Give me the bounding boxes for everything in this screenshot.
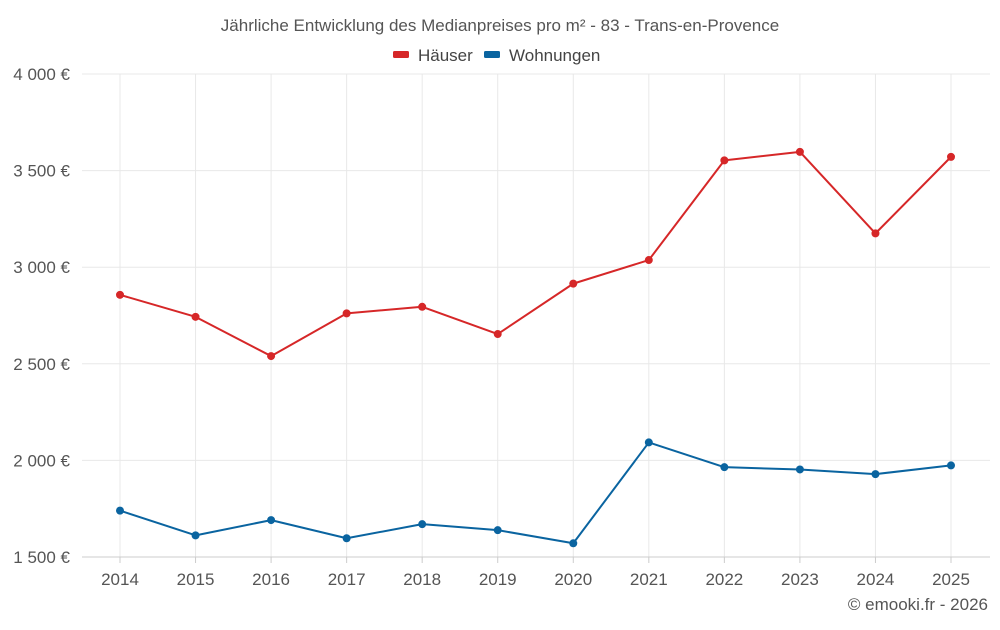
- x-tick-label: 2018: [403, 570, 441, 589]
- data-point[interactable]: [795, 147, 804, 156]
- data-point[interactable]: [267, 352, 276, 361]
- data-point[interactable]: [493, 526, 502, 535]
- grid: [82, 73, 990, 558]
- x-tick-label: 2016: [252, 570, 290, 589]
- data-point[interactable]: [871, 470, 880, 479]
- data-point[interactable]: [871, 229, 880, 238]
- y-tick-label: 3 000 €: [13, 258, 70, 277]
- data-point[interactable]: [720, 463, 729, 472]
- x-tick-label: 2021: [630, 570, 668, 589]
- x-tick-label: 2019: [479, 570, 517, 589]
- data-point[interactable]: [116, 506, 124, 515]
- data-point[interactable]: [644, 438, 653, 447]
- y-tick-label: 3 500 €: [13, 162, 70, 181]
- credit-text: © emooki.fr - 2026: [848, 595, 988, 614]
- data-point[interactable]: [720, 156, 729, 165]
- legend-item[interactable]: Wohnungen: [484, 46, 600, 65]
- x-tick-label: 2025: [932, 570, 970, 589]
- series-line: [119, 150, 952, 358]
- chart-title: Jährliche Entwicklung des Medianpreises …: [221, 16, 779, 35]
- data-point[interactable]: [418, 520, 427, 529]
- axes: 1 500 € 2 000 € 2 500 € 3 000 € 3 500 € 4 000…: [13, 65, 990, 589]
- legend[interactable]: Häuser Wohnungen: [393, 46, 600, 65]
- y-tick-label: 2 000 €: [13, 451, 70, 470]
- data-point[interactable]: [947, 461, 955, 470]
- y-tick-label: 1 500 €: [13, 548, 70, 567]
- x-tick-label: 2017: [328, 570, 366, 589]
- data-point[interactable]: [342, 309, 351, 318]
- legend-label: Wohnungen: [509, 46, 600, 65]
- x-tick-label: 2023: [781, 570, 819, 589]
- series-0: [116, 147, 955, 361]
- data-point[interactable]: [267, 516, 276, 525]
- data-point[interactable]: [569, 279, 578, 288]
- x-tick-label: 2024: [857, 570, 895, 589]
- series-layer: [116, 147, 955, 548]
- data-point[interactable]: [947, 152, 955, 161]
- y-tick-label: 4 000 €: [13, 65, 70, 84]
- y-tick-label: 2 500 €: [13, 355, 70, 374]
- data-point[interactable]: [795, 465, 804, 474]
- legend-swatch: [484, 51, 500, 58]
- data-point[interactable]: [418, 302, 427, 311]
- x-tick-label: 2015: [177, 570, 215, 589]
- x-tick-label: 2014: [101, 570, 139, 589]
- x-tick-label: 2020: [554, 570, 592, 589]
- data-point[interactable]: [342, 534, 351, 543]
- data-point[interactable]: [644, 256, 653, 265]
- series-1: [116, 438, 955, 548]
- legend-swatch: [393, 51, 409, 58]
- data-point[interactable]: [493, 330, 502, 339]
- series-line: [119, 441, 952, 545]
- data-point[interactable]: [569, 539, 578, 548]
- data-point[interactable]: [191, 312, 200, 321]
- x-tick-label: 2022: [705, 570, 743, 589]
- legend-label: Häuser: [418, 46, 473, 65]
- data-point[interactable]: [116, 290, 124, 299]
- data-point[interactable]: [191, 531, 200, 540]
- legend-item[interactable]: Häuser: [393, 46, 473, 65]
